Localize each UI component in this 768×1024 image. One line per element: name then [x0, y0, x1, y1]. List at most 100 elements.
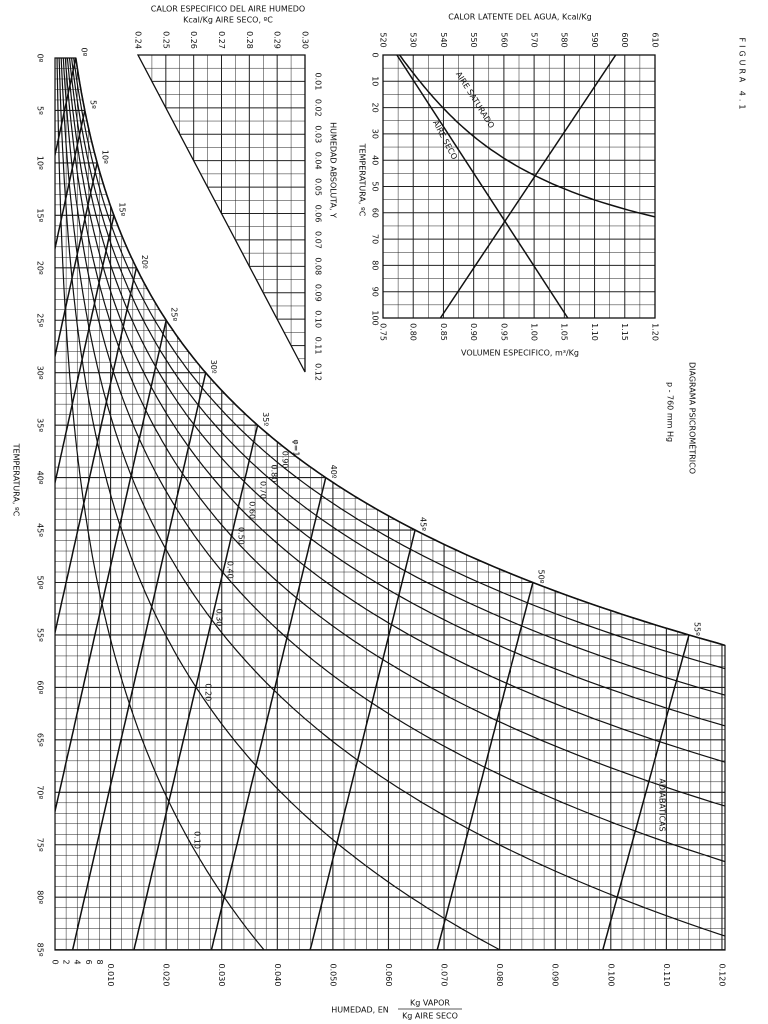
y-tick-label: 10º	[36, 156, 45, 170]
adiabatic-line	[71, 372, 207, 950]
saturation-label: 15º	[117, 202, 126, 216]
latent-grid	[383, 55, 655, 318]
y-tick-label: 60º	[36, 680, 45, 694]
tick-label: 0.04	[314, 152, 323, 170]
tick-label: 0.80	[409, 323, 418, 341]
figure-label: FIGURA 4.1	[738, 38, 747, 113]
saturation-label: 0º	[79, 48, 88, 57]
rh-label: 0.70	[259, 481, 268, 499]
tick-label: 0.03	[314, 125, 323, 143]
x-axis-unit: Kg AIRE SECO	[402, 1012, 458, 1021]
rh-label: 0.30	[215, 609, 224, 627]
tick-label: 60	[371, 208, 380, 218]
tick-label: 0.24	[134, 31, 143, 49]
saturation-label: 10º	[101, 150, 110, 164]
x-tick-label: 2	[62, 959, 71, 964]
rh-label: 0.60	[248, 501, 257, 519]
tick-label: 0.90	[469, 323, 478, 341]
tick-label: 0	[371, 52, 380, 57]
tick-label: 540	[439, 32, 448, 47]
y-tick-label: 75º	[36, 838, 45, 852]
rh-curve	[62, 58, 725, 950]
rh-curve	[73, 58, 725, 950]
tick-label: 0.29	[273, 31, 282, 49]
saturation-label: 45º	[419, 517, 428, 531]
rh-label: 0.40	[226, 561, 235, 579]
y-tick-label: 80º	[36, 890, 45, 904]
main-grid	[55, 58, 725, 950]
x-axis-label: HUMEDAD, EN	[331, 1006, 389, 1015]
inset-title: CALOR LATENTE DEL AGUA, Kcal/Kg	[448, 13, 591, 22]
adiabatic-line	[55, 267, 138, 950]
y-tick-label: 30º	[36, 366, 45, 380]
tick-label: 50	[371, 181, 380, 191]
tick-label: 90	[371, 287, 380, 297]
tick-label: 0.27	[217, 31, 226, 49]
tick-label: 20	[371, 103, 380, 113]
x-tick-label: 0.020	[162, 964, 171, 987]
y-tick-label: 40º	[36, 471, 45, 485]
chart-subtitle: p - 760 mm Hg	[666, 382, 675, 442]
tick-label: 0.07	[314, 231, 323, 249]
tick-label: 1.20	[650, 323, 659, 341]
saturation-label: 40º	[329, 465, 338, 479]
adiabatic-line	[55, 215, 115, 950]
adiabatic-line	[602, 634, 690, 950]
saturation-label: 25º	[170, 307, 179, 321]
adiabatic-label: ADIABATICAS	[658, 778, 667, 831]
saturation-label: 20º	[140, 255, 149, 269]
tick-label: 0.06	[314, 205, 323, 223]
adiabatic-line	[55, 162, 98, 950]
adiabatic-line	[210, 477, 327, 950]
adiabatic-line	[309, 529, 416, 950]
x-tick-label: 0.080	[495, 964, 504, 987]
x-tick-label: 0.040	[273, 964, 282, 987]
y-tick-label: 5º	[36, 106, 45, 115]
y-tick-label: 65º	[36, 733, 45, 747]
axis-label: VOLUMEN ESPECIFICO, m³/Kg	[461, 349, 579, 358]
tick-label: 0.05	[314, 178, 323, 196]
tick-label: 580	[560, 32, 569, 47]
tick-label: 100	[371, 310, 380, 325]
rh-curve	[71, 58, 725, 950]
tick-label: 0.85	[439, 323, 448, 341]
x-tick-label: 0.050	[328, 964, 337, 987]
curve-label: AIRE SECO	[431, 119, 459, 161]
saturation-label: 5º	[88, 100, 97, 109]
tick-label: 0.10	[314, 310, 323, 328]
tick-label: 1.15	[620, 323, 629, 341]
rh-label: 0.10	[193, 831, 202, 849]
tick-label: 30	[371, 129, 380, 139]
tick-label: 520	[379, 32, 388, 47]
y-tick-label: 0º	[36, 54, 45, 63]
x-tick-label: 0.120	[717, 964, 726, 987]
inset-unit: Kcal/Kg AIRE SECO, ºC	[183, 16, 273, 25]
tick-label: 0.30	[301, 31, 310, 49]
saturation-label: 35º	[261, 412, 270, 426]
adiabatic-line	[133, 425, 259, 950]
tick-label: 550	[469, 32, 478, 47]
tick-label: 530	[409, 32, 418, 47]
tick-label: 0.95	[499, 323, 508, 341]
tick-label: 560	[499, 32, 508, 47]
inset-border	[136, 54, 306, 373]
tick-label: 40	[371, 155, 380, 165]
tick-label: 1.05	[560, 323, 569, 341]
tick-label: 570	[530, 32, 539, 47]
y-tick-label: 20º	[36, 261, 45, 275]
adiabatic-line	[55, 320, 167, 950]
y-axis-label: TEMPERATURA, ºC	[12, 443, 21, 517]
x-tick-label: 6	[84, 959, 93, 964]
tick-label: 0.09	[314, 284, 323, 302]
rh-label: 0.80	[270, 464, 279, 482]
tick-label: 0.08	[314, 257, 323, 275]
rh-curve	[60, 58, 725, 950]
x-tick-label: 0.060	[384, 964, 393, 987]
y-tick-label: 35º	[36, 418, 45, 432]
saturation-label: 55º	[692, 622, 701, 636]
y-tick-label: 70º	[36, 785, 45, 799]
x-tick-label: 0.100	[606, 964, 615, 987]
x-tick-label: 0.070	[440, 964, 449, 987]
dry-volume-line	[396, 55, 569, 318]
saturated-volume-curve	[398, 55, 655, 218]
